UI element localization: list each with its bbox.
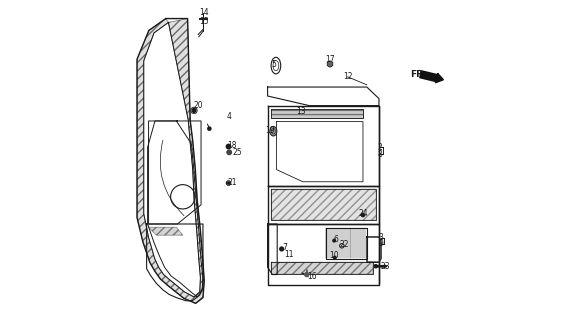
Text: 11: 11: [285, 250, 294, 259]
Circle shape: [227, 182, 230, 184]
Text: 21: 21: [227, 178, 237, 187]
Ellipse shape: [270, 126, 277, 136]
Text: 7: 7: [282, 243, 287, 252]
Polygon shape: [271, 189, 376, 220]
Text: 20: 20: [193, 101, 202, 110]
Text: 8: 8: [377, 150, 382, 159]
FancyArrow shape: [376, 265, 387, 268]
Text: 15: 15: [199, 17, 208, 26]
Text: 18: 18: [227, 141, 237, 150]
Text: 6: 6: [333, 235, 338, 244]
Circle shape: [226, 144, 231, 149]
Text: 24: 24: [358, 209, 368, 218]
Text: 2: 2: [377, 143, 382, 152]
Text: 22: 22: [339, 240, 349, 249]
Text: 23: 23: [380, 262, 390, 271]
Circle shape: [333, 239, 335, 242]
Circle shape: [192, 108, 196, 112]
Circle shape: [361, 213, 365, 217]
Text: 19: 19: [265, 126, 275, 135]
Polygon shape: [271, 109, 363, 118]
Circle shape: [208, 127, 211, 130]
Circle shape: [280, 247, 284, 251]
Circle shape: [304, 273, 309, 276]
Text: 9: 9: [379, 239, 383, 248]
Polygon shape: [137, 19, 204, 303]
Text: 13: 13: [296, 107, 306, 116]
Text: 4: 4: [227, 112, 231, 121]
Text: 16: 16: [307, 272, 317, 281]
Text: FR.: FR.: [410, 70, 427, 79]
Text: 17: 17: [325, 55, 335, 64]
Circle shape: [374, 265, 378, 268]
Polygon shape: [271, 262, 372, 274]
Circle shape: [227, 150, 231, 155]
Text: 12: 12: [343, 72, 352, 81]
Text: 5: 5: [271, 60, 277, 68]
Text: 25: 25: [233, 148, 242, 157]
Circle shape: [334, 256, 336, 259]
FancyArrow shape: [420, 71, 443, 83]
Polygon shape: [148, 227, 183, 235]
Text: 3: 3: [379, 233, 383, 242]
Text: 14: 14: [199, 8, 208, 17]
Text: 10: 10: [329, 252, 339, 260]
